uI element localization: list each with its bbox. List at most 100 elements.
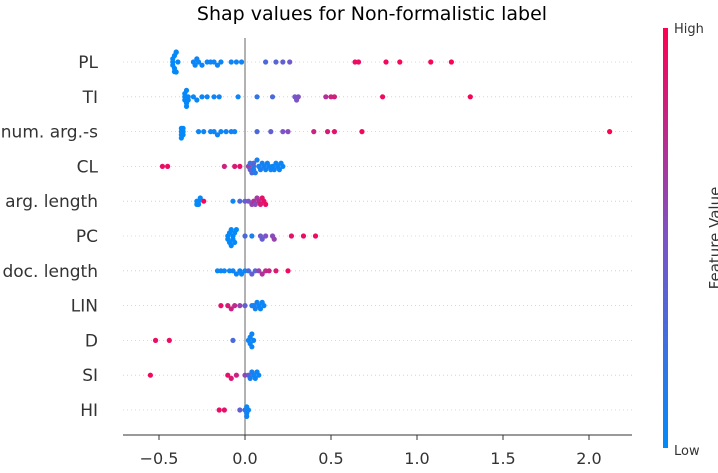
colorbar-low-label: Low	[674, 444, 700, 459]
feature-label: num. arg.-s	[1, 123, 98, 143]
shap-point	[263, 59, 269, 65]
shap-point	[271, 167, 277, 173]
shap-point	[245, 268, 252, 274]
shap-point	[221, 163, 227, 169]
shap-point	[211, 94, 217, 100]
shap-point	[276, 167, 282, 173]
shap-point	[221, 407, 227, 413]
shap-point	[173, 49, 179, 55]
shap-point	[195, 59, 202, 65]
shap-point	[233, 372, 239, 378]
feature-label: SI	[82, 366, 98, 386]
shap-point	[285, 129, 291, 135]
shap-point	[185, 97, 191, 103]
shap-point	[245, 198, 252, 204]
shap-point	[259, 271, 265, 277]
shap-point	[166, 337, 172, 343]
shap-point	[288, 233, 295, 239]
shap-point	[331, 94, 338, 100]
shap-point	[152, 337, 159, 343]
shap-point	[359, 129, 365, 135]
shap-point	[249, 331, 255, 337]
shap-point	[428, 59, 434, 65]
shap-point	[237, 303, 243, 309]
feature-label: HI	[80, 401, 98, 421]
shap-point	[180, 132, 186, 138]
shap-point	[233, 59, 239, 65]
shap-point	[271, 236, 277, 242]
shap-point	[383, 59, 389, 65]
shap-point	[249, 271, 255, 277]
shap-point	[228, 227, 234, 233]
shap-point	[285, 268, 291, 274]
shap-point	[175, 59, 181, 65]
shap-point	[249, 344, 255, 350]
shap-point	[245, 407, 252, 413]
shap-point	[214, 62, 221, 68]
shap-point	[214, 132, 221, 138]
colorbar: High Low Feature Value	[663, 22, 718, 459]
feature-label: D	[85, 331, 98, 351]
shap-point	[259, 236, 265, 242]
shap-point	[251, 337, 257, 343]
shap-point	[323, 94, 329, 100]
shap-point	[380, 94, 386, 100]
points-layer	[147, 49, 613, 419]
shap-point	[254, 157, 260, 163]
shap-point	[199, 62, 205, 68]
shap-point	[225, 372, 231, 378]
shap-point	[242, 233, 248, 239]
shap-point	[254, 129, 260, 135]
shap-point	[211, 129, 217, 135]
shap-point	[223, 129, 229, 135]
shap-point	[235, 94, 241, 100]
shap-point	[221, 268, 227, 274]
shap-point	[324, 129, 331, 135]
shap-point	[232, 163, 238, 169]
x-tick-label: −0.5	[140, 449, 179, 468]
feature-label: CL	[77, 157, 99, 177]
shap-point	[263, 167, 269, 173]
shap-point	[197, 195, 203, 201]
shap-point	[238, 271, 245, 277]
shap-point	[216, 407, 222, 413]
shap-point	[238, 59, 245, 65]
x-tick-label: 2.0	[576, 449, 601, 468]
shap-point	[218, 129, 224, 135]
shap-point	[201, 129, 207, 135]
shap-point	[300, 233, 307, 239]
shap-point	[216, 94, 222, 100]
shap-point	[252, 306, 258, 312]
shap-point	[397, 59, 403, 65]
shap-point	[295, 94, 301, 100]
shap-point	[448, 59, 454, 65]
shap-point	[607, 129, 613, 135]
shap-point	[232, 129, 238, 135]
colorbar-title: Feature Value	[706, 187, 718, 290]
shap-point	[287, 59, 293, 65]
shap-point	[280, 59, 286, 65]
shap-point	[233, 271, 239, 277]
shap-point	[252, 375, 258, 381]
shap-point	[228, 306, 234, 312]
shap-point	[195, 201, 202, 207]
shap-point	[204, 94, 210, 100]
shap-point	[230, 268, 236, 274]
shap-point	[280, 163, 286, 169]
shap-point	[252, 170, 258, 176]
shap-point	[192, 62, 198, 68]
shap-point	[230, 198, 236, 204]
shap-point	[268, 129, 274, 135]
x-tick-label: 1.5	[490, 449, 515, 468]
shap-point	[273, 268, 279, 274]
shap-point	[199, 94, 205, 100]
shap-point	[257, 167, 264, 173]
feature-label: TI	[82, 88, 98, 108]
shap-point	[194, 97, 200, 103]
shap-point	[237, 163, 243, 169]
shap-point	[331, 129, 338, 135]
shap-point	[180, 125, 186, 131]
shap-point	[256, 268, 262, 274]
shap-point	[311, 129, 317, 135]
